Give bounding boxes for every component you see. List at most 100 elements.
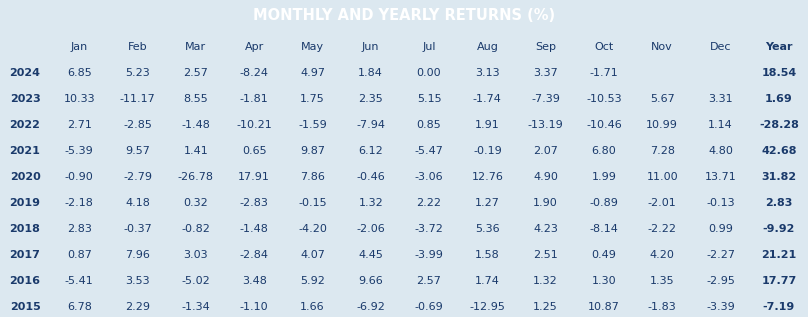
Text: 0.85: 0.85: [417, 120, 441, 130]
Text: -0.13: -0.13: [706, 198, 734, 208]
Text: 3.13: 3.13: [475, 68, 499, 78]
Text: Mar: Mar: [185, 42, 206, 52]
Text: 1.41: 1.41: [183, 146, 208, 156]
Text: -5.41: -5.41: [65, 276, 94, 286]
Text: -2.85: -2.85: [123, 120, 152, 130]
Text: 2.07: 2.07: [533, 146, 558, 156]
Text: 5.67: 5.67: [650, 94, 675, 104]
Text: 1.25: 1.25: [533, 302, 558, 312]
Text: 4.97: 4.97: [300, 68, 325, 78]
Text: -4.20: -4.20: [298, 224, 327, 234]
Text: -11.17: -11.17: [120, 94, 155, 104]
Text: 2.22: 2.22: [417, 198, 441, 208]
Text: 21.21: 21.21: [761, 250, 797, 260]
Text: 2017: 2017: [10, 250, 40, 260]
Text: -8.24: -8.24: [240, 68, 268, 78]
Text: 2.83: 2.83: [765, 198, 793, 208]
Text: -26.78: -26.78: [178, 172, 214, 182]
Text: 2024: 2024: [10, 68, 40, 78]
Text: 2021: 2021: [10, 146, 40, 156]
Text: -1.59: -1.59: [298, 120, 326, 130]
Text: 2022: 2022: [10, 120, 40, 130]
Text: 1.14: 1.14: [708, 120, 733, 130]
Text: 0.49: 0.49: [591, 250, 617, 260]
Text: 4.80: 4.80: [708, 146, 733, 156]
Text: 31.82: 31.82: [761, 172, 797, 182]
Text: 1.32: 1.32: [359, 198, 383, 208]
Text: -1.10: -1.10: [240, 302, 268, 312]
Text: -7.39: -7.39: [531, 94, 560, 104]
Text: 2.29: 2.29: [125, 302, 150, 312]
Text: 6.12: 6.12: [359, 146, 383, 156]
Text: 10.87: 10.87: [588, 302, 620, 312]
Text: 3.03: 3.03: [183, 250, 208, 260]
Text: 9.57: 9.57: [125, 146, 150, 156]
Text: -0.37: -0.37: [123, 224, 152, 234]
Text: Dec: Dec: [709, 42, 731, 52]
Text: -10.21: -10.21: [236, 120, 272, 130]
Text: -1.48: -1.48: [240, 224, 268, 234]
Text: 7.28: 7.28: [650, 146, 675, 156]
Text: -12.95: -12.95: [469, 302, 505, 312]
Text: 2016: 2016: [10, 276, 40, 286]
Text: 4.20: 4.20: [650, 250, 675, 260]
Text: -9.92: -9.92: [763, 224, 795, 234]
Text: 1.74: 1.74: [475, 276, 500, 286]
Text: 1.27: 1.27: [475, 198, 500, 208]
Text: 12.76: 12.76: [471, 172, 503, 182]
Text: 1.69: 1.69: [765, 94, 793, 104]
Text: 1.90: 1.90: [533, 198, 558, 208]
Text: 8.55: 8.55: [183, 94, 208, 104]
Text: 3.48: 3.48: [242, 276, 267, 286]
Text: 10.99: 10.99: [646, 120, 678, 130]
Text: 1.84: 1.84: [358, 68, 383, 78]
Text: -7.94: -7.94: [356, 120, 385, 130]
Text: 5.36: 5.36: [475, 224, 499, 234]
Text: 6.85: 6.85: [67, 68, 91, 78]
Text: Year: Year: [765, 42, 793, 52]
Text: 2023: 2023: [10, 94, 40, 104]
Text: -0.19: -0.19: [473, 146, 502, 156]
Text: Jan: Jan: [70, 42, 88, 52]
Text: 6.78: 6.78: [67, 302, 91, 312]
Text: -2.79: -2.79: [123, 172, 152, 182]
Text: 17.91: 17.91: [238, 172, 270, 182]
Text: 5.15: 5.15: [417, 94, 441, 104]
Text: 4.18: 4.18: [125, 198, 150, 208]
Text: 3.31: 3.31: [709, 94, 733, 104]
Text: -1.74: -1.74: [473, 94, 502, 104]
Text: 42.68: 42.68: [761, 146, 797, 156]
Text: 0.65: 0.65: [242, 146, 267, 156]
Text: 0.99: 0.99: [708, 224, 733, 234]
Text: -0.69: -0.69: [415, 302, 444, 312]
Text: -1.81: -1.81: [240, 94, 268, 104]
Text: -5.02: -5.02: [182, 276, 210, 286]
Text: 17.77: 17.77: [761, 276, 797, 286]
Text: 11.00: 11.00: [646, 172, 678, 182]
Text: -1.34: -1.34: [182, 302, 210, 312]
Text: -1.83: -1.83: [648, 302, 676, 312]
Text: -0.89: -0.89: [590, 198, 618, 208]
Text: -0.82: -0.82: [182, 224, 210, 234]
Text: 1.66: 1.66: [300, 302, 325, 312]
Text: 4.45: 4.45: [358, 250, 383, 260]
Text: Jun: Jun: [362, 42, 380, 52]
Text: -8.14: -8.14: [590, 224, 618, 234]
Text: 2018: 2018: [10, 224, 40, 234]
Text: 1.35: 1.35: [650, 276, 675, 286]
Text: 5.23: 5.23: [125, 68, 150, 78]
Text: -3.99: -3.99: [415, 250, 444, 260]
Text: 2.35: 2.35: [359, 94, 383, 104]
Text: 4.90: 4.90: [533, 172, 558, 182]
Text: 7.86: 7.86: [300, 172, 325, 182]
Text: MONTHLY AND YEARLY RETURNS (%): MONTHLY AND YEARLY RETURNS (%): [253, 9, 555, 23]
Text: -3.39: -3.39: [706, 302, 735, 312]
Text: 2.51: 2.51: [533, 250, 558, 260]
Text: 3.53: 3.53: [125, 276, 149, 286]
Text: -2.83: -2.83: [240, 198, 268, 208]
Text: -0.15: -0.15: [298, 198, 326, 208]
Text: 1.58: 1.58: [475, 250, 499, 260]
Text: May: May: [301, 42, 324, 52]
Text: -5.47: -5.47: [415, 146, 444, 156]
Text: -7.19: -7.19: [763, 302, 795, 312]
